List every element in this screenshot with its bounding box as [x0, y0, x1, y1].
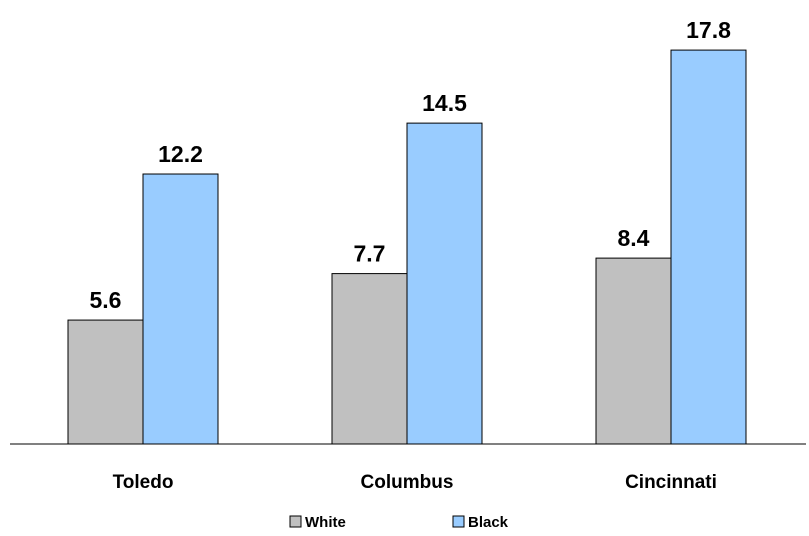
category-label-cincinnati: Cincinnati [625, 472, 717, 493]
legend: White Black [289, 514, 509, 531]
bar-white-cincinnati [595, 257, 672, 445]
category-label-toledo: Toledo [113, 472, 174, 493]
legend-swatch-black [452, 515, 465, 528]
value-label-white-cincinnati: 8.4 [618, 225, 650, 251]
value-label-white-toledo: 5.6 [90, 287, 122, 313]
category-labels-layer: Toledo Columbus Cincinnati [113, 472, 717, 493]
bars-layer [67, 49, 747, 445]
bar-white-toledo [67, 319, 144, 445]
value-label-black-cincinnati: 17.8 [686, 17, 731, 43]
value-labels-layer: 5.6 12.2 7.7 14.5 8.4 17.8 [90, 17, 732, 313]
category-label-columbus: Columbus [361, 472, 454, 493]
legend-swatch-white [289, 515, 302, 528]
value-label-black-columbus: 14.5 [422, 90, 467, 116]
value-label-black-toledo: 12.2 [158, 141, 203, 167]
bar-white-columbus [331, 273, 408, 445]
legend-label-black: Black [468, 514, 509, 531]
bar-black-toledo [142, 173, 219, 445]
bar-black-columbus [406, 122, 483, 445]
value-label-white-columbus: 7.7 [354, 241, 386, 267]
legend-label-white: White [305, 514, 346, 531]
bar-black-cincinnati [670, 49, 747, 445]
